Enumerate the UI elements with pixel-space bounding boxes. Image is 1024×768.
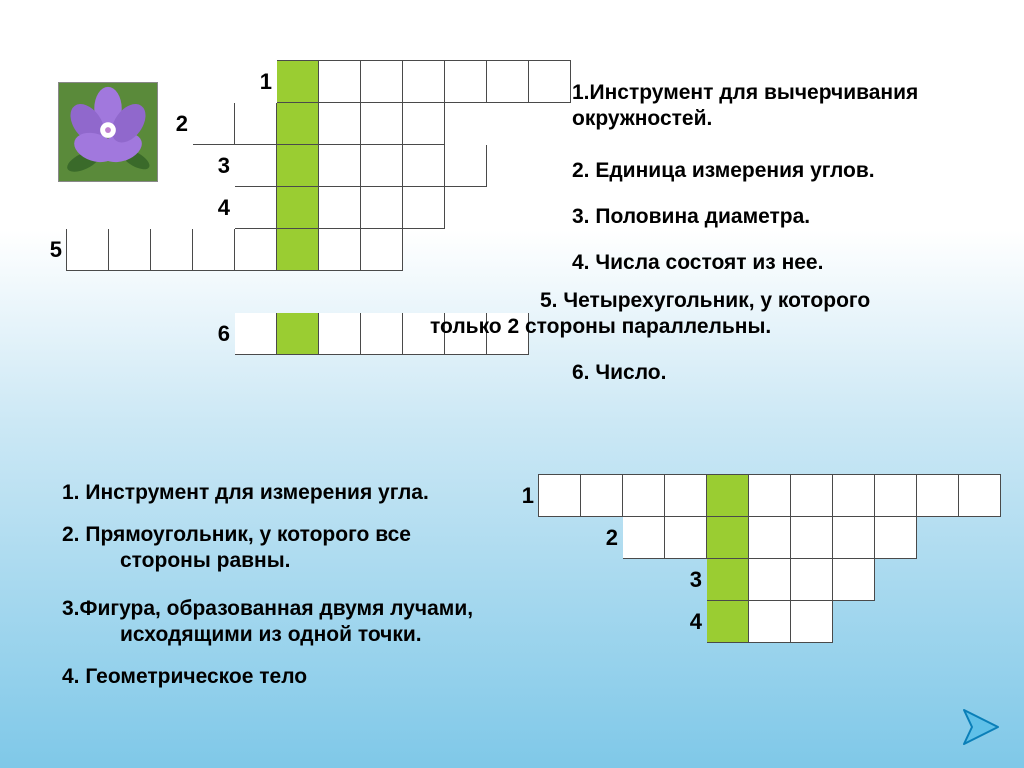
crossword-cell bbox=[277, 145, 319, 187]
crossword-cell bbox=[151, 229, 193, 271]
crossword-cell bbox=[235, 187, 277, 229]
crossword-cell bbox=[361, 187, 403, 229]
clue-1-1: 1.Инструмент для вычерчивания bbox=[572, 80, 918, 106]
crossword-cell bbox=[875, 475, 917, 517]
row-number: 4 bbox=[682, 609, 702, 635]
crossword-cell bbox=[319, 187, 361, 229]
crossword-cell bbox=[445, 61, 487, 103]
crossword-cell bbox=[277, 61, 319, 103]
crossword-cell bbox=[833, 475, 875, 517]
crossword-cell bbox=[319, 145, 361, 187]
crossword-cell bbox=[109, 229, 151, 271]
row-number: 3 bbox=[682, 567, 702, 593]
clue-1-5b: только 2 стороны параллельны. bbox=[430, 314, 771, 340]
crossword-cell bbox=[277, 229, 319, 271]
crossword-cell bbox=[917, 475, 959, 517]
crossword-cell bbox=[403, 145, 445, 187]
clue-1-6: 6. Число. bbox=[572, 360, 666, 386]
crossword-cell bbox=[445, 145, 487, 187]
crossword-cell bbox=[235, 229, 277, 271]
crossword-cell bbox=[833, 517, 875, 559]
row-number: 2 bbox=[168, 111, 188, 137]
crossword-cell bbox=[235, 103, 277, 145]
clue-1-4: 4. Числа состоят из нее. bbox=[572, 250, 823, 276]
crossword-cell bbox=[361, 103, 403, 145]
crossword-cell bbox=[707, 475, 749, 517]
crossword-cell bbox=[277, 313, 319, 355]
crossword-cell bbox=[749, 559, 791, 601]
clue-2-3b: исходящими из одной точки. bbox=[120, 622, 422, 648]
crossword-grid-2: 1234 bbox=[538, 474, 1001, 643]
crossword-cell bbox=[235, 145, 277, 187]
row-number: 5 bbox=[42, 237, 62, 263]
clue-2-1: 1. Инструмент для измерения угла. bbox=[62, 480, 429, 506]
crossword-cell bbox=[749, 601, 791, 643]
crossword-cell bbox=[319, 103, 361, 145]
crossword-cell bbox=[791, 559, 833, 601]
crossword-cell bbox=[875, 517, 917, 559]
crossword-cell bbox=[193, 103, 235, 145]
crossword-cell bbox=[539, 475, 581, 517]
crossword-cell bbox=[403, 187, 445, 229]
crossword-cell bbox=[749, 517, 791, 559]
crossword-cell bbox=[403, 61, 445, 103]
clue-2-4: 4. Геометрическое тело bbox=[62, 664, 307, 690]
crossword-cell bbox=[623, 517, 665, 559]
crossword-cell bbox=[361, 313, 403, 355]
clue-1-2: 2. Единица измерения углов. bbox=[572, 158, 875, 184]
crossword-cell bbox=[361, 61, 403, 103]
crossword-cell bbox=[623, 475, 665, 517]
row-number: 1 bbox=[252, 69, 272, 95]
crossword-cell bbox=[361, 145, 403, 187]
crossword-cell bbox=[319, 61, 361, 103]
crossword-cell bbox=[403, 103, 445, 145]
row-number: 1 bbox=[514, 483, 534, 509]
crossword-cell bbox=[235, 313, 277, 355]
clue-2-3: 3.Фигура, образованная двумя лучами, bbox=[62, 596, 473, 622]
crossword-cell bbox=[277, 103, 319, 145]
crossword-cell bbox=[791, 517, 833, 559]
crossword-cell bbox=[959, 475, 1001, 517]
crossword-cell bbox=[319, 229, 361, 271]
crossword-cell bbox=[791, 601, 833, 643]
crossword-cell bbox=[67, 229, 109, 271]
crossword-cell bbox=[487, 61, 529, 103]
crossword-cell bbox=[319, 313, 361, 355]
crossword-cell bbox=[665, 517, 707, 559]
row-number: 3 bbox=[210, 153, 230, 179]
crossword-cell bbox=[665, 475, 707, 517]
crossword-cell bbox=[833, 559, 875, 601]
clue-2-2: 2. Прямоугольник, у которого все bbox=[62, 522, 411, 548]
row-number: 6 bbox=[210, 321, 230, 347]
row-number: 4 bbox=[210, 195, 230, 221]
crossword-cell bbox=[707, 601, 749, 643]
crossword-cell bbox=[707, 559, 749, 601]
clue-1-5: 5. Четырехугольник, у которого bbox=[540, 288, 870, 314]
crossword-cell bbox=[529, 61, 571, 103]
crossword-grid-1: 123456 bbox=[66, 60, 571, 355]
crossword-cell bbox=[277, 187, 319, 229]
next-slide-button[interactable] bbox=[958, 704, 1004, 750]
clue-2-2b: стороны равны. bbox=[120, 548, 291, 574]
crossword-cell bbox=[791, 475, 833, 517]
crossword-cell bbox=[749, 475, 791, 517]
crossword-cell bbox=[193, 229, 235, 271]
crossword-cell bbox=[707, 517, 749, 559]
row-number: 2 bbox=[598, 525, 618, 551]
crossword-cell bbox=[361, 229, 403, 271]
clue-1-1b: окружностей. bbox=[572, 106, 712, 132]
crossword-cell bbox=[581, 475, 623, 517]
clue-1-3: 3. Половина диаметра. bbox=[572, 204, 810, 230]
